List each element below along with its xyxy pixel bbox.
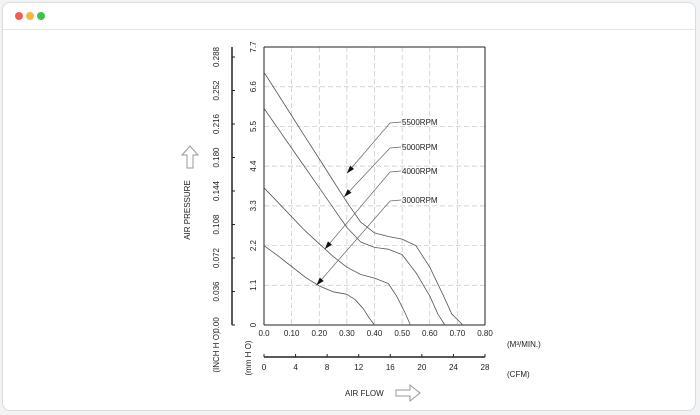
arrowhead-icon (346, 165, 355, 174)
y-tick-label: 5.5 (249, 120, 258, 132)
inch-tick-label: 0.072 (212, 247, 221, 268)
inch-tick-label: 0.00 (212, 317, 221, 333)
right-arrow-icon (395, 383, 421, 403)
x-tick-label: 0.40 (367, 329, 383, 338)
leader-line (389, 146, 402, 149)
y-tick-label: 6.6 (249, 81, 258, 93)
leader-line (324, 171, 391, 250)
y-axis-unit-label: (mm H O) (244, 340, 253, 375)
cfm-tick-label: 0 (262, 363, 267, 372)
close-button[interactable] (15, 12, 23, 20)
inch-tick-label: 0.252 (212, 80, 221, 101)
inch-tick-label: 0.108 (212, 214, 221, 235)
cfm-tick-label: 8 (325, 363, 330, 372)
leader-line (346, 122, 391, 174)
axis-labels: (M³/MIN.) (CFM) (mm H O) (INCH H O) AIR PRES… (180, 145, 541, 403)
annotation-label: 3000RPM (402, 196, 438, 205)
y-tick-label: 7.7 (249, 41, 258, 53)
inch-tick-label: 0.036 (212, 281, 221, 302)
leader-line (389, 170, 402, 173)
y-axis-title: AIR PRESSURE (183, 180, 192, 240)
minimize-button[interactable] (26, 12, 34, 20)
leader-line (343, 147, 391, 198)
arrowhead-icon (324, 241, 332, 250)
maximize-button[interactable] (37, 12, 45, 20)
curve-5000rpm (263, 108, 446, 326)
y-tick-label: 1.1 (249, 279, 258, 291)
inch-tick-label: 0.180 (212, 147, 221, 168)
cfm-tick-label: 20 (417, 363, 426, 372)
x-tick-label: 0.10 (284, 329, 300, 338)
x-axis-title: AIR FLOW (345, 389, 384, 398)
leader-line (316, 200, 391, 286)
arrowhead-icon (316, 277, 324, 286)
x-axis-unit-label: (M³/MIN.) (507, 340, 541, 349)
cfm-tick-label: 4 (293, 363, 298, 372)
x-tick-label: 0.60 (422, 329, 438, 338)
inch-tick-label: 0.144 (212, 180, 221, 201)
cfm-tick-label: 28 (481, 363, 490, 372)
x-tick-label: 0.80 (477, 329, 493, 338)
arrowhead-icon (344, 189, 352, 197)
cfm-unit-label: (CFM) (507, 370, 530, 379)
y-tick-label: 3.3 (249, 200, 258, 212)
curves (263, 72, 464, 326)
leader-line (389, 199, 402, 202)
curve-3000rpm (263, 245, 375, 326)
y-tick-label: 0 (249, 322, 258, 327)
x-tick-label: 0.50 (394, 329, 410, 338)
inch-tick-label: 0.288 (212, 46, 221, 67)
title-bar (3, 3, 695, 30)
x-tick-label: 0.0 (258, 329, 270, 338)
cfm-tick-label: 12 (354, 363, 363, 372)
annotations: 5500RPM 5000RPM 4000RPM 3000RPM (316, 118, 438, 286)
annotation-label: 5500RPM (402, 118, 438, 127)
x-tick-label: 0.70 (450, 329, 466, 338)
x-tick-label: 0.30 (339, 329, 355, 338)
grid (264, 47, 485, 325)
annotation-label: 5000RPM (402, 143, 438, 152)
annotation-label: 4000RPM (402, 167, 438, 176)
curve-4000rpm (263, 187, 411, 326)
app-window (2, 2, 696, 411)
cfm-tick-label: 16 (386, 363, 395, 372)
inch-unit-label: (INCH H O) (212, 331, 221, 373)
y-tick-label: 2.2 (249, 239, 258, 251)
leader-line (389, 121, 402, 124)
cfm-tick-label: 24 (449, 363, 458, 372)
curve-5500rpm (263, 72, 464, 326)
axes: 0.0 0.10 0.20 0.30 0.40 0.50 0.60 0.70 0.80 0 4 8 12… (212, 41, 493, 372)
inch-tick-label: 0.216 (212, 113, 221, 134)
x-tick-label: 0.20 (311, 329, 327, 338)
y-tick-label: 4.4 (249, 160, 258, 172)
up-arrow-icon (180, 145, 200, 169)
